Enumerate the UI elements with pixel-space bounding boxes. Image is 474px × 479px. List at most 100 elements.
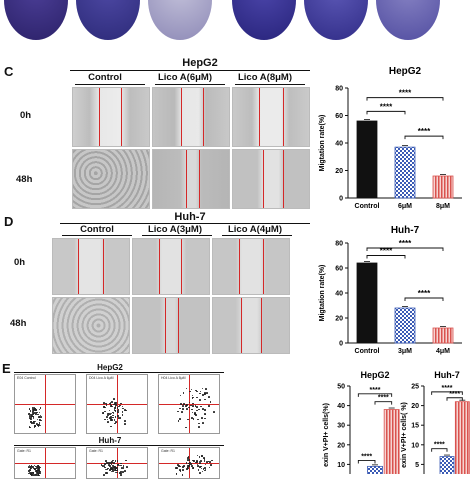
- flow-event: [203, 413, 206, 415]
- flow-event: [109, 461, 112, 464]
- y-tick-label: 0: [339, 340, 343, 347]
- significance-bracket: [357, 393, 393, 397]
- flow-event: [117, 464, 119, 466]
- flow-event: [101, 465, 104, 467]
- flow-event: [181, 474, 184, 476]
- flow-event: [202, 394, 205, 396]
- y-tick-label: 10: [411, 442, 419, 449]
- flow-event: [199, 462, 201, 464]
- significance-bracket: [431, 391, 463, 395]
- flow-event: [37, 425, 40, 427]
- y-axis-label: Migtation rate(%): [319, 265, 326, 322]
- flow-event: [114, 422, 117, 425]
- flow-event: [110, 412, 113, 415]
- flow-event: [35, 472, 38, 475]
- plate-6: [376, 0, 440, 40]
- flow-event: [192, 467, 195, 469]
- flow-event: [186, 403, 188, 406]
- flow-event: [30, 413, 32, 416]
- flow-event: [108, 409, 111, 412]
- flow-event: [105, 402, 107, 405]
- flow-event: [199, 472, 201, 474]
- flow-event: [115, 421, 117, 424]
- flow-event: [182, 408, 184, 411]
- flow-event: [38, 469, 41, 471]
- flow-event: [33, 424, 36, 427]
- flow-event: [38, 422, 41, 424]
- flow-event: [202, 468, 205, 470]
- flow-event: [115, 404, 117, 407]
- flow-event: [114, 471, 117, 474]
- flow-event: [196, 409, 198, 412]
- panel-c-image-48h-6um: [152, 149, 230, 209]
- flow-event: [31, 407, 34, 410]
- significance-bracket: [366, 255, 406, 259]
- flow-event: [196, 463, 199, 466]
- flow-event: [105, 462, 108, 464]
- flow-event: [186, 466, 189, 469]
- flow-event: [31, 415, 33, 417]
- flow-title-rule-bottom: [14, 445, 224, 446]
- flow-event: [198, 422, 200, 425]
- flow-event: [109, 413, 111, 415]
- flow-event: [35, 469, 38, 472]
- flow-event: [108, 462, 111, 465]
- flow-event: [38, 470, 41, 472]
- flow-event: [122, 471, 124, 474]
- flow-event: [200, 460, 202, 462]
- panel-d-col-3: Lico A(4μM): [227, 224, 282, 235]
- plate-3: [148, 0, 212, 40]
- y-axis-label: Migtation rate(%): [319, 115, 326, 172]
- flow-event: [192, 402, 195, 405]
- flow-event: [110, 463, 113, 465]
- flow-event: [111, 401, 113, 404]
- flow-event: [196, 459, 198, 462]
- flow-event: [119, 417, 122, 419]
- flow-event: [36, 470, 38, 473]
- flow-event: [187, 456, 190, 458]
- flow-event: [106, 418, 109, 421]
- flow-event: [28, 470, 30, 473]
- flow-event: [204, 393, 206, 395]
- y-tick-label: 30: [337, 423, 345, 430]
- flow-event: [115, 469, 118, 472]
- flow-event: [203, 458, 206, 461]
- panel-d-letter: D: [4, 214, 14, 229]
- flow-event: [114, 469, 116, 471]
- flow-event: [206, 461, 208, 463]
- flow-event: [209, 464, 212, 466]
- flow-event: [112, 464, 114, 467]
- flow-event: [191, 417, 193, 419]
- flow-event: [35, 422, 38, 425]
- flow-event: [111, 419, 114, 421]
- flow-event: [112, 462, 115, 464]
- flow-plot-label: E04 Control: [17, 376, 36, 380]
- flow-event: [112, 470, 115, 473]
- flow-event: [28, 472, 30, 475]
- flow-event: [188, 401, 191, 404]
- plate-1: [4, 0, 68, 40]
- flow-event: [104, 466, 106, 469]
- flow-event: [182, 469, 184, 471]
- panel-c-image-0h-6um: [152, 87, 230, 147]
- flow-event: [183, 403, 185, 405]
- flow-event: [104, 406, 107, 409]
- flow-event: [29, 410, 32, 412]
- panel-c-title-rule: [70, 70, 310, 71]
- flow-event: [188, 462, 190, 465]
- flow-event: [29, 417, 31, 419]
- flow-event: [195, 460, 198, 463]
- flow-event: [112, 412, 115, 415]
- flow-event: [30, 465, 33, 468]
- flow-event: [198, 408, 201, 411]
- flow-event: [179, 394, 182, 397]
- flow-event: [33, 464, 36, 467]
- flow-event: [194, 405, 197, 407]
- flow-event: [109, 465, 111, 467]
- flow-event: [29, 465, 32, 468]
- flow-event: [112, 469, 114, 472]
- flow-event: [110, 417, 112, 420]
- flow-event: [114, 409, 117, 412]
